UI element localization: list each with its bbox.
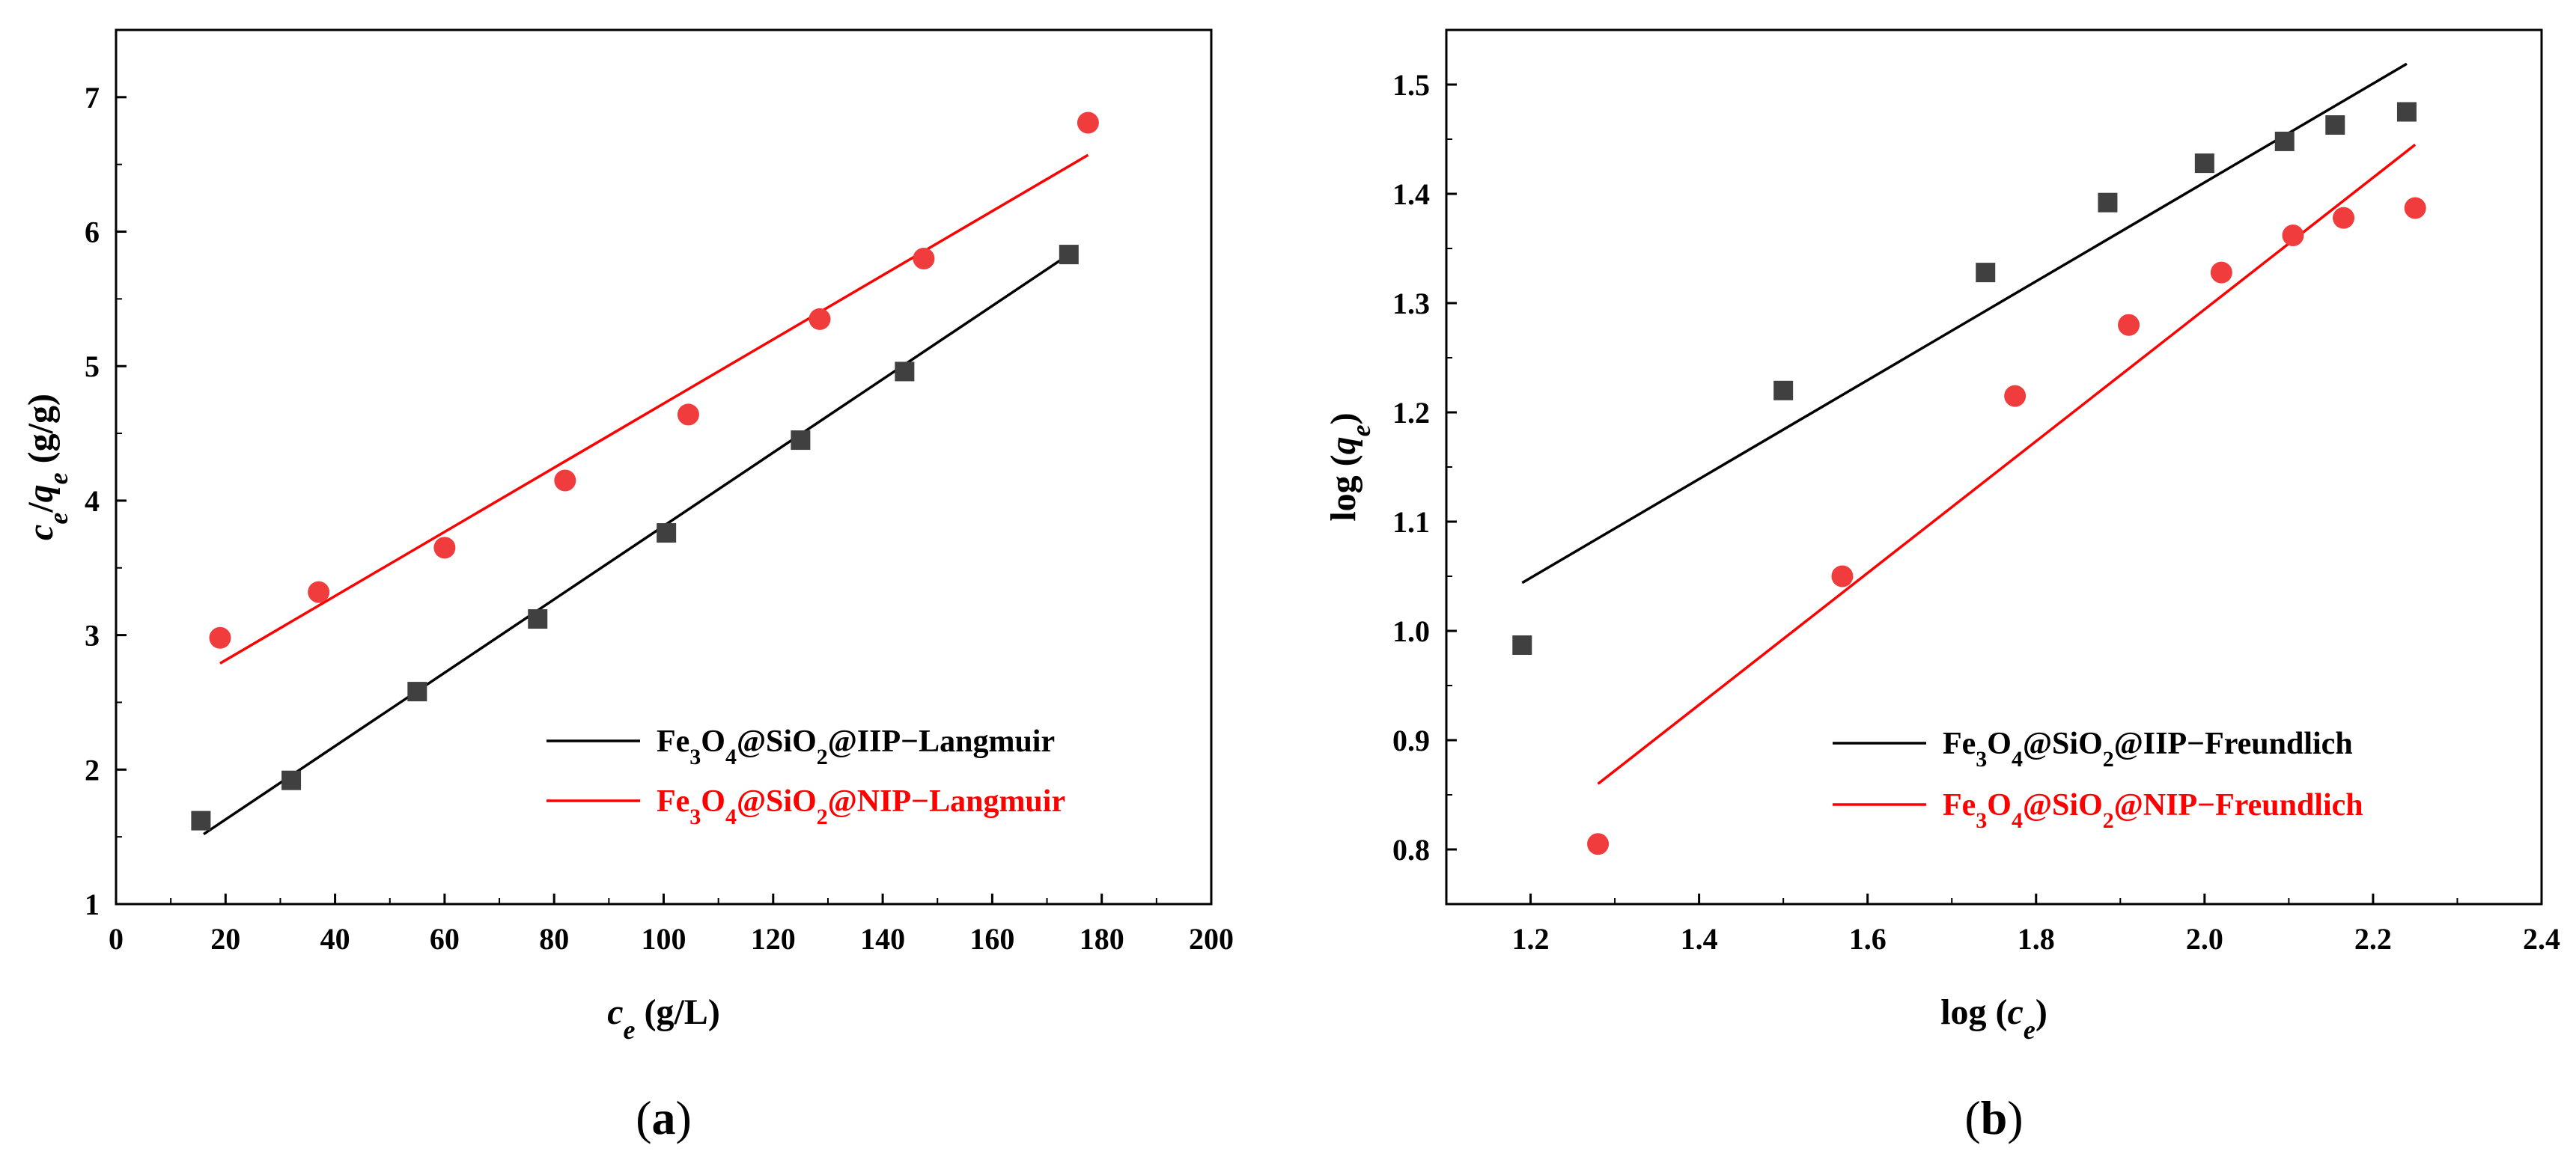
data-point bbox=[2282, 224, 2304, 246]
data-point bbox=[791, 430, 811, 451]
y-tick-label: 3 bbox=[85, 619, 100, 653]
data-point bbox=[2396, 102, 2417, 122]
legend-label: Fe3O4@SiO2@IIP−Freundlich bbox=[1943, 727, 2353, 772]
y-tick-label: 2 bbox=[85, 753, 100, 787]
data-point bbox=[1059, 245, 1079, 265]
y-tick-label: 1.5 bbox=[1392, 68, 1430, 102]
data-point bbox=[281, 770, 302, 790]
legend-label: Fe3O4@SiO2@IIP−Langmuir bbox=[657, 724, 1055, 769]
data-point bbox=[1512, 635, 1532, 655]
y-axis-title: log (qe) bbox=[1324, 412, 1376, 521]
data-point bbox=[209, 626, 231, 649]
y-tick-label: 6 bbox=[85, 216, 100, 249]
data-point bbox=[1976, 263, 1996, 283]
data-point bbox=[433, 537, 456, 559]
x-tick-label: 0 bbox=[109, 922, 124, 956]
legend-label: Fe3O4@SiO2@NIP−Langmuir bbox=[657, 784, 1065, 829]
y-tick-label: 1.0 bbox=[1392, 614, 1430, 648]
x-tick-label: 60 bbox=[430, 922, 460, 956]
y-tick-label: 1.1 bbox=[1392, 505, 1430, 539]
data-point bbox=[2404, 197, 2426, 219]
x-axis-title: ce (g/L) bbox=[607, 992, 720, 1045]
data-point bbox=[1773, 380, 1794, 400]
plot-frame bbox=[115, 28, 1213, 906]
legend-label: Fe3O4@SiO2@NIP−Freundlich bbox=[1943, 788, 2363, 833]
data-point bbox=[2210, 261, 2232, 284]
x-tick-label: 120 bbox=[751, 922, 796, 956]
x-tick-label: 180 bbox=[1080, 922, 1124, 956]
fit-line bbox=[1597, 143, 2417, 785]
fit-line bbox=[1521, 62, 2408, 585]
y-tick-label: 1.2 bbox=[1392, 396, 1430, 430]
x-tick-label: 1.2 bbox=[1512, 922, 1550, 956]
data-point bbox=[191, 811, 211, 831]
y-tick-label: 0.8 bbox=[1392, 833, 1430, 867]
fit-line bbox=[219, 153, 1089, 665]
data-point bbox=[2004, 385, 2027, 407]
panel-a: 0 20 40 60 80 100 120 140 160 180 200 1 2 3 4 5 6 7 Fe3O4@… bbox=[21, 28, 1234, 1144]
panel-label: (a) bbox=[636, 1091, 692, 1144]
data-point bbox=[2325, 115, 2345, 135]
data-point bbox=[677, 403, 699, 426]
x-tick-label: 80 bbox=[539, 922, 569, 956]
y-tick-label: 1.3 bbox=[1392, 287, 1430, 320]
x-tick-label: 160 bbox=[969, 922, 1014, 956]
data-point bbox=[554, 469, 576, 492]
data-point bbox=[809, 308, 831, 330]
data-point bbox=[1587, 833, 1610, 855]
x-tick-label: 2.2 bbox=[2354, 922, 2392, 956]
y-tick-label: 1 bbox=[85, 888, 100, 921]
data-point bbox=[2098, 192, 2118, 213]
y-axis-title: ce/qe (g/g) bbox=[21, 394, 73, 540]
fit-line bbox=[203, 253, 1070, 836]
x-tick-label: 2.4 bbox=[2523, 922, 2560, 956]
x-tick-label: 140 bbox=[860, 922, 905, 956]
data-point bbox=[2274, 131, 2295, 151]
x-tick-label: 2.0 bbox=[2186, 922, 2223, 956]
y-tick-label: 5 bbox=[85, 350, 100, 383]
x-tick-label: 1.6 bbox=[1849, 922, 1887, 956]
data-point bbox=[913, 247, 935, 269]
data-point bbox=[1077, 112, 1099, 134]
x-tick-label: 20 bbox=[210, 922, 240, 956]
data-point bbox=[657, 523, 677, 543]
x-axis-title: log (ce) bbox=[1940, 992, 2047, 1045]
data-point bbox=[528, 609, 548, 629]
data-point bbox=[407, 682, 427, 702]
data-point bbox=[895, 361, 915, 382]
x-tick-label: 200 bbox=[1189, 922, 1234, 956]
x-tick-label: 100 bbox=[642, 922, 686, 956]
y-tick-label: 7 bbox=[85, 81, 100, 115]
panel-b: 1.2 1.4 1.6 1.8 2.0 2.2 2.4 0.8 0.9 1.0 1.1 1.2 1.3 1… bbox=[1324, 28, 2560, 1144]
x-tick-label: 1.8 bbox=[2018, 922, 2055, 956]
data-point bbox=[2118, 314, 2140, 336]
data-point bbox=[2194, 153, 2214, 174]
x-tick-label: 40 bbox=[320, 922, 350, 956]
y-tick-label: 0.9 bbox=[1392, 724, 1430, 757]
panel-label: (b) bbox=[1964, 1091, 2023, 1144]
y-tick-label: 4 bbox=[85, 484, 100, 518]
data-point bbox=[1831, 565, 1854, 588]
x-tick-label: 1.4 bbox=[1681, 922, 1718, 956]
data-point bbox=[2333, 207, 2355, 229]
y-tick-label: 1.4 bbox=[1392, 177, 1430, 211]
data-point bbox=[308, 581, 330, 603]
